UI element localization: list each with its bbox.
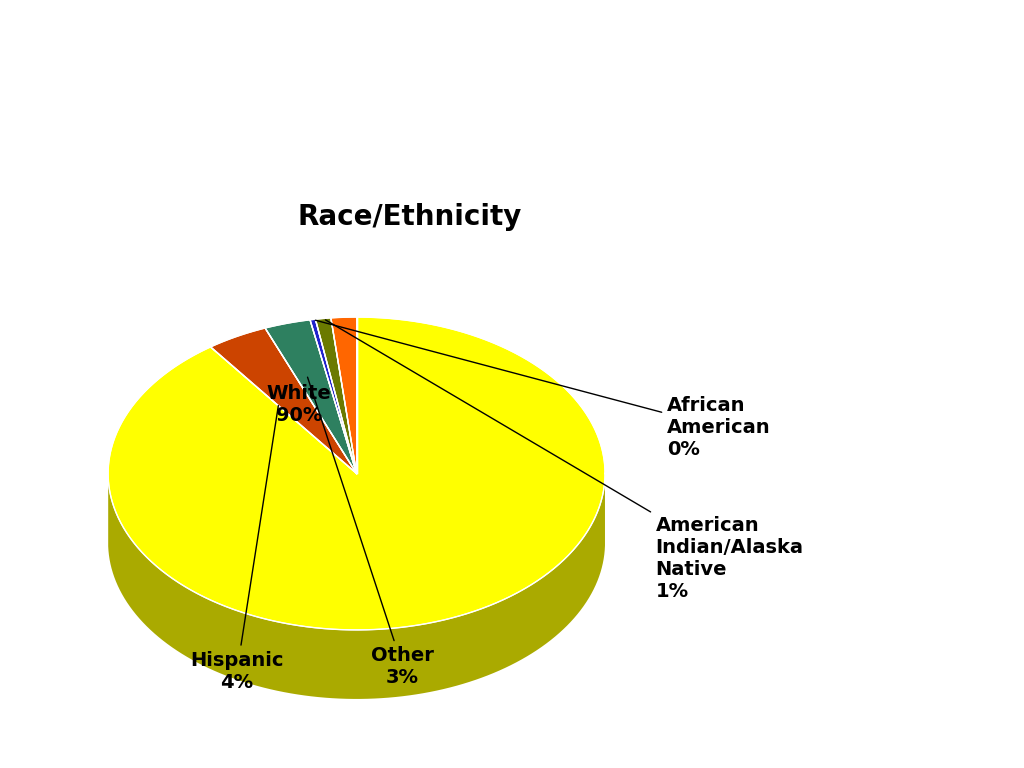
Polygon shape — [331, 317, 356, 474]
Text: African
American
0%: African American 0% — [315, 320, 771, 459]
Text: Other
3%: Other 3% — [307, 377, 434, 687]
Polygon shape — [310, 319, 356, 474]
Polygon shape — [265, 319, 356, 474]
Polygon shape — [109, 477, 605, 699]
Polygon shape — [109, 317, 605, 630]
Text: American
Indian/Alaska
Native
1%: American Indian/Alaska Native 1% — [326, 320, 804, 601]
Text: White
90%: White 90% — [266, 384, 332, 425]
Polygon shape — [211, 328, 356, 474]
Text: Population: Population — [60, 101, 351, 154]
Text: Demographics of Survey: Demographics of Survey — [60, 65, 743, 120]
Text: Race/Ethnicity: Race/Ethnicity — [297, 203, 522, 230]
Polygon shape — [315, 318, 356, 474]
Text: Hispanic
4%: Hispanic 4% — [190, 406, 284, 692]
